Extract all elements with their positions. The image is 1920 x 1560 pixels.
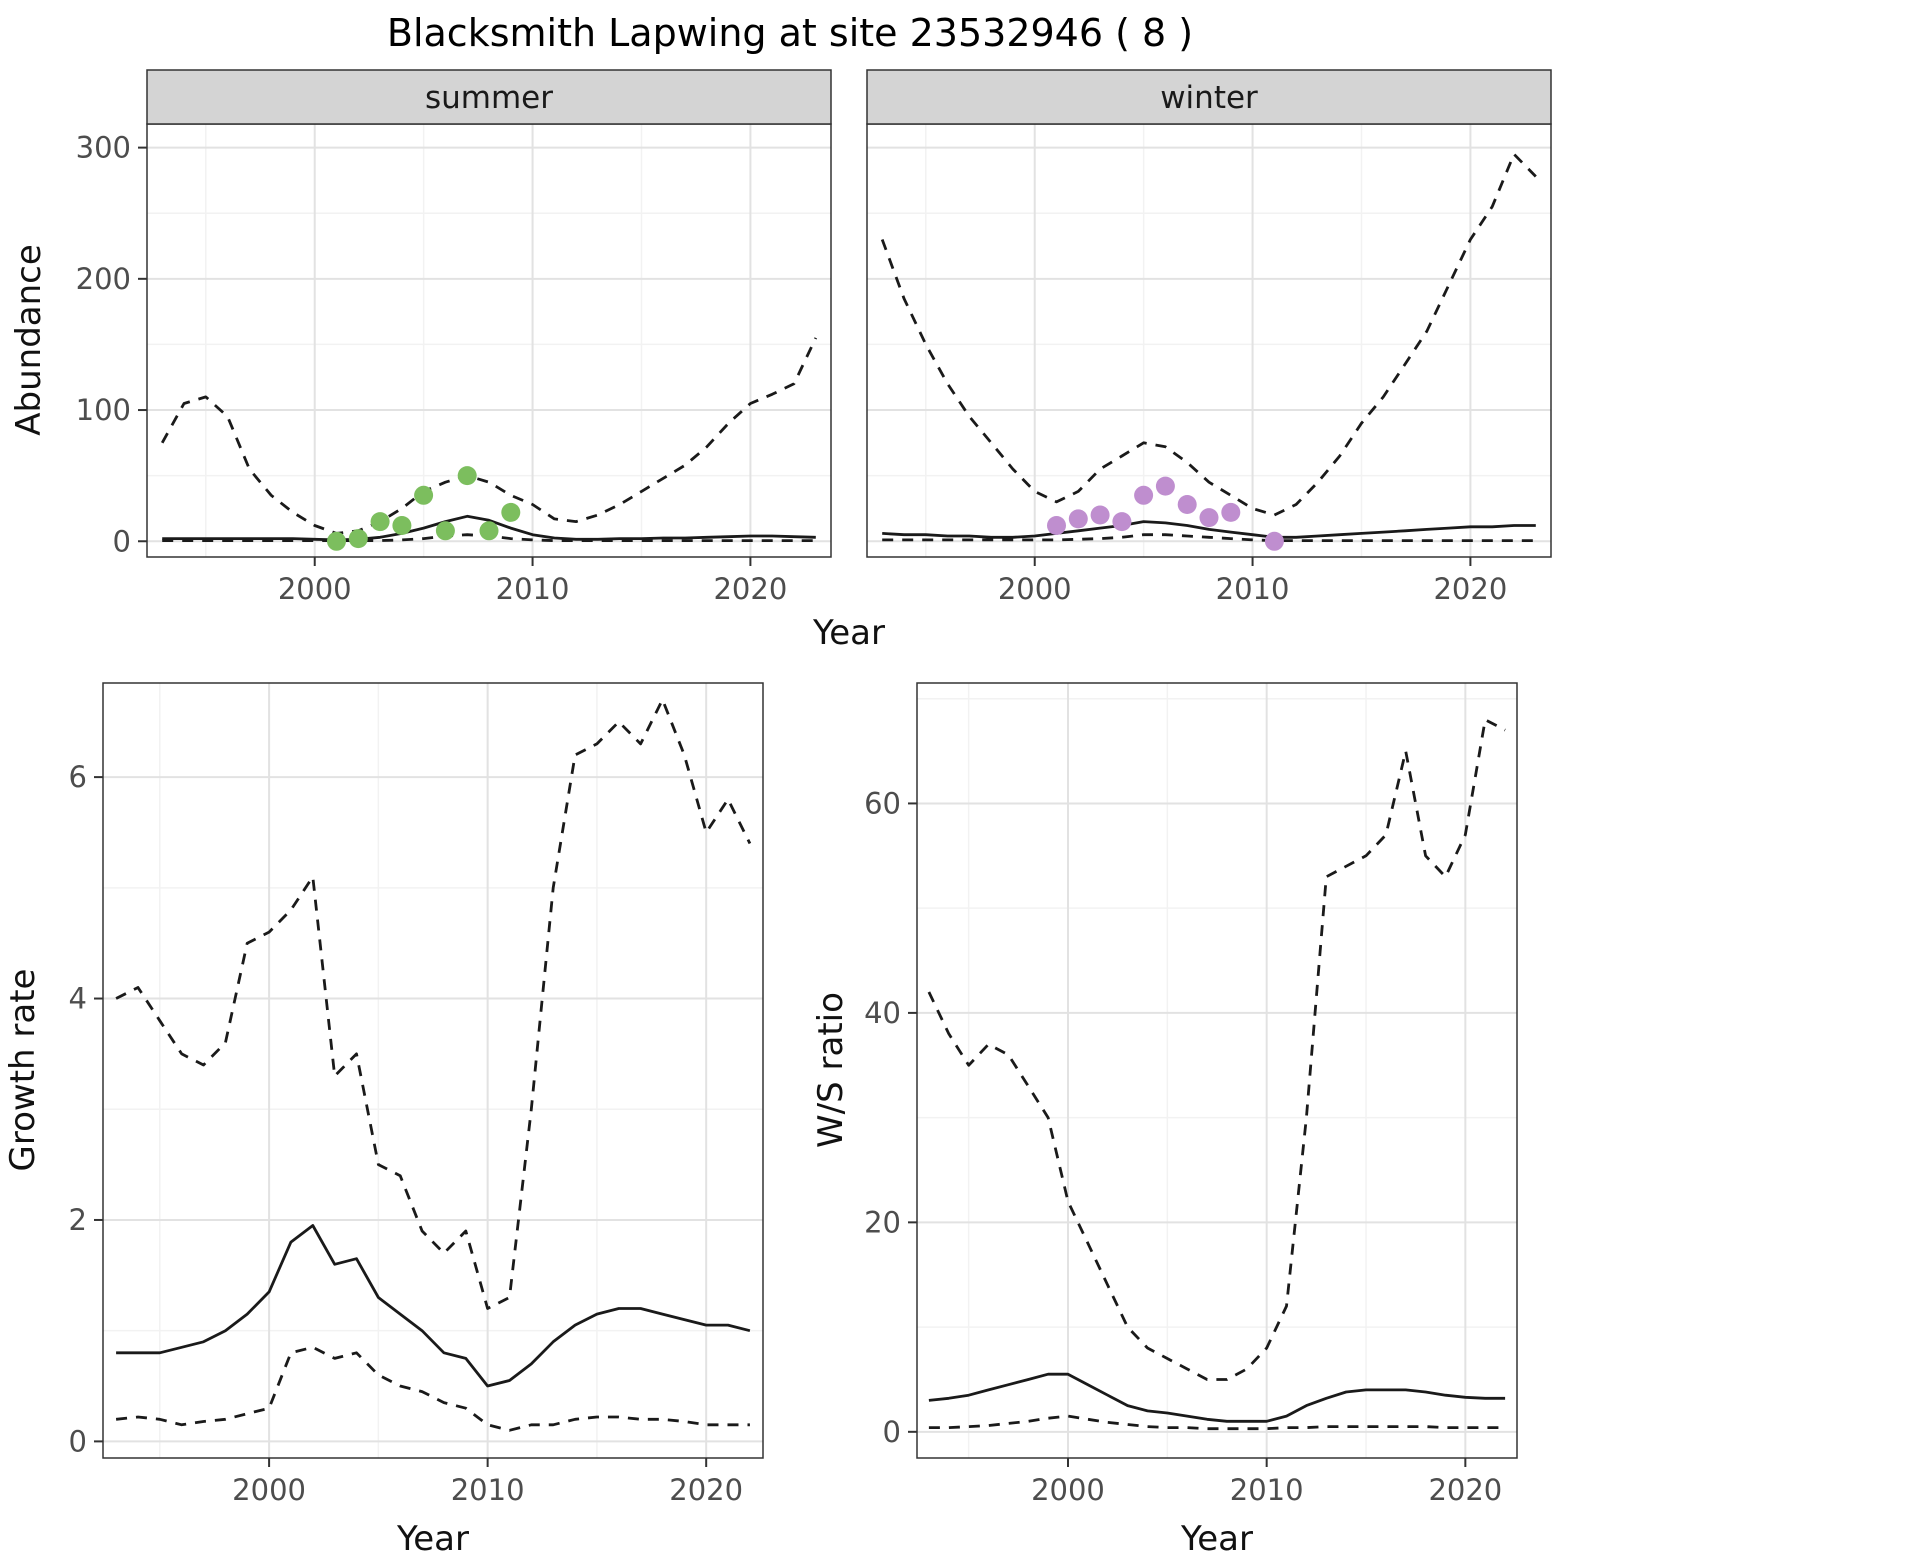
panel-border (102, 682, 764, 1459)
axis-titles: Abundance Year Growth rate Year W/S ratio Yea… (3, 244, 1253, 1559)
facet-strip-label: summer (425, 80, 553, 116)
abundance-winter-observed-point (1068, 509, 1088, 529)
y-tick-label: 40 (864, 996, 901, 1030)
panel-background (867, 124, 1551, 557)
abundance-summer-observed-point (457, 466, 477, 486)
x-tick-label: 2010 (1216, 572, 1290, 606)
y-axis-title-ws-ratio: W/S ratio (811, 992, 851, 1148)
x-tick-label: 2000 (232, 1473, 306, 1507)
x-axis-title-year-top: Year (812, 613, 885, 653)
abundance-summer-observed-point (327, 531, 346, 551)
abundance-summer-observed-point (392, 516, 412, 535)
facet-strip (866, 69, 1552, 125)
abundance-winter-observed-point (1199, 508, 1219, 528)
facet-strip-label: winter (1160, 80, 1258, 116)
panel-background (917, 683, 1517, 1458)
abundance-winter-median-line (882, 520, 1536, 539)
abundance-summer-observed-point (348, 529, 368, 549)
panel-background (103, 683, 763, 1458)
abundance-summer-observed-point (414, 485, 434, 505)
growth-rate-lower_ci-line (115, 1345, 750, 1432)
chart-title: Blacksmith Lapwing at site 23532946 ( 8 … (387, 11, 1193, 55)
abundance-winter-observed-point (1177, 495, 1197, 514)
y-tick-label: 0 (883, 1415, 901, 1449)
abundance-winter-observed-point (1264, 531, 1284, 551)
ws-ratio-upper_ci-line (927, 718, 1506, 1381)
ws-ratio-panel: 2000 2010 2020 0 20 40 60 (864, 682, 1518, 1507)
abundance-winter-observed-point (1090, 505, 1110, 525)
x-tick-label: 2010 (1230, 1473, 1304, 1507)
abundance-summer-observed-point (370, 512, 390, 532)
abundance-winter-upper_ci-line (880, 152, 1537, 517)
abundance-winter-observed-point (1155, 476, 1175, 496)
panel-background (147, 124, 831, 557)
x-tick-label: 2020 (1433, 572, 1507, 606)
facet-strip (146, 69, 832, 125)
abundance-summer-observed-point (501, 502, 521, 522)
growth-rate-median-line (116, 1224, 751, 1388)
abundance-winter-panel: 2000 2010 2020 winter (866, 69, 1552, 606)
y-axis-title-growth-rate: Growth rate (3, 969, 43, 1172)
x-tick-label: 2020 (713, 572, 787, 606)
abundance-winter-observed-point (1112, 512, 1132, 532)
growth-rate-panel: 2000 2010 2020 0 2 4 6 (69, 682, 764, 1507)
ws-ratio-lower_ci-line (928, 1414, 1506, 1431)
abundance-summer-upper_ci-line (160, 337, 818, 535)
abundance-winter-observed-point (1047, 516, 1066, 535)
x-axis-title-year-growth: Year (396, 1519, 469, 1559)
ws-ratio-median-line (928, 1372, 1506, 1423)
abundance-summer-panel: 2000 2010 2020 0 100 200 300 summer (76, 69, 832, 606)
x-tick-label: 2000 (278, 572, 352, 606)
abundance-winter-lower_ci-line (882, 533, 1536, 542)
x-tick-label: 2010 (496, 572, 570, 606)
y-tick-label: 100 (76, 393, 131, 427)
abundance-summer-observed-point (479, 521, 499, 541)
x-tick-label: 2000 (1031, 1473, 1105, 1507)
y-axis-title-abundance: Abundance (9, 244, 49, 436)
x-tick-label: 2020 (1428, 1473, 1502, 1507)
abundance-summer-observed-point (435, 521, 455, 541)
y-tick-label: 2 (69, 1203, 87, 1237)
abundance-summer-median-line (162, 514, 816, 542)
abundance-winter-observed-point (1221, 502, 1241, 522)
y-tick-label: 4 (69, 982, 87, 1016)
x-tick-label: 2010 (451, 1473, 525, 1507)
x-tick-label: 2000 (998, 572, 1072, 606)
y-tick-label: 6 (69, 760, 87, 794)
abundance-winter-observed-point (1134, 485, 1154, 505)
panel-border (916, 682, 1518, 1459)
x-axis-title-year-ws: Year (1180, 1519, 1253, 1559)
y-tick-label: 300 (76, 131, 131, 165)
y-tick-label: 0 (113, 524, 131, 558)
y-tick-label: 20 (864, 1205, 901, 1239)
x-tick-label: 2020 (669, 1473, 743, 1507)
growth-rate-upper_ci-line (115, 698, 752, 1310)
y-tick-label: 200 (76, 262, 131, 296)
y-tick-label: 0 (69, 1424, 87, 1458)
y-tick-label: 60 (864, 786, 901, 820)
